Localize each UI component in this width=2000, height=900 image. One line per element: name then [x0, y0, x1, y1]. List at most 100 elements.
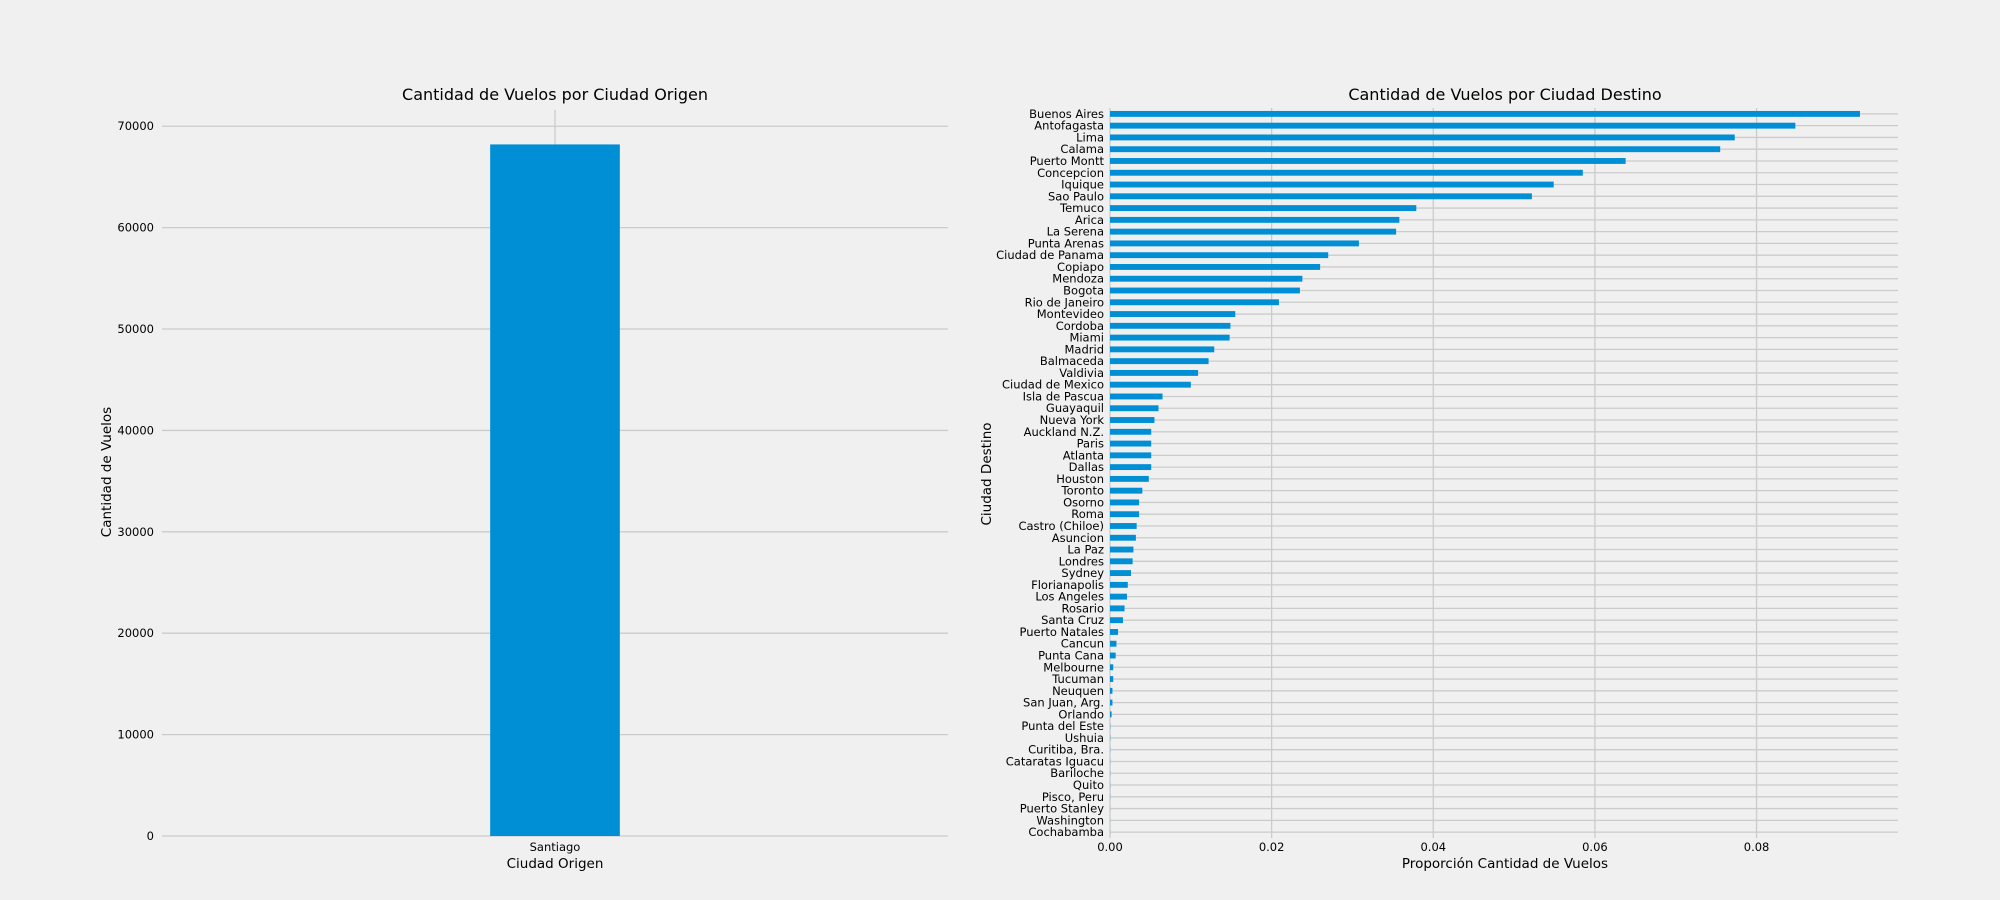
destination-x-tick-label: 0.04 — [1420, 840, 1446, 854]
destination-bar-montevideo — [1110, 311, 1236, 317]
destination-y-tick-label: Rio de Janeiro — [1025, 295, 1104, 309]
destination-y-tick-label: Valdivia — [1059, 366, 1104, 380]
destination-bar-florianapolis — [1110, 581, 1128, 588]
destination-y-tick-label: Ushuia — [1065, 731, 1104, 745]
destination-y-tick-label: Iquique — [1061, 178, 1104, 192]
destination-y-tick-label: Buenos Aires — [1029, 107, 1104, 121]
destination-x-tick-label: 0.06 — [1582, 840, 1608, 854]
destination-bar-punta-arenas — [1110, 240, 1359, 247]
destination-bar-sydney — [1110, 570, 1132, 577]
destination-bar-houston — [1110, 475, 1149, 482]
destination-bar-melbourne — [1110, 664, 1114, 671]
destination-y-tick-label: Sydney — [1061, 566, 1104, 580]
destination-y-tick-label: Balmaceda — [1040, 354, 1104, 368]
destination-y-tick-label: Guayaquil — [1046, 401, 1104, 415]
destination-bar-londres — [1110, 558, 1133, 565]
destination-chart-y-tick-labels: Buenos AiresAntofagastaLimaCalamaPuerto … — [996, 107, 1104, 839]
destination-y-tick-label: Toronto — [1061, 484, 1104, 498]
destination-chart-title: Cantidad de Vuelos por Ciudad Destino — [1348, 85, 1661, 104]
destination-bar-atlanta — [1110, 452, 1152, 459]
destination-y-tick-label: Montevideo — [1037, 307, 1104, 321]
destination-chart-x-axis-label: Proporción Cantidad de Vuelos — [1402, 856, 1608, 872]
destination-bar-cordoba — [1110, 322, 1231, 329]
destination-bar-valdivia — [1110, 369, 1199, 376]
destination-y-tick-label: Auckland N.Z. — [1024, 425, 1104, 439]
origin-y-tick-label: 60000 — [117, 221, 154, 235]
destination-bar-calama — [1110, 146, 1721, 153]
destination-bar-antofagasta — [1110, 122, 1796, 129]
destination-y-tick-label: Arica — [1075, 213, 1104, 227]
destination-bar-paris — [1110, 440, 1152, 447]
destination-y-tick-label: Puerto Stanley — [1020, 802, 1104, 816]
destination-chart: Buenos AiresAntofagastaLimaCalamaPuerto … — [979, 85, 1898, 872]
destination-bar-copiapo — [1110, 264, 1321, 270]
destination-bar-auckland-n-z- — [1110, 428, 1152, 435]
destination-x-tick-label: 0.00 — [1097, 840, 1123, 854]
destination-chart-y-axis-label: Ciudad Destino — [979, 422, 995, 525]
destination-bar-la-paz — [1110, 546, 1134, 553]
destination-y-tick-label: Bariloche — [1050, 766, 1104, 780]
destination-bar-rosario — [1110, 605, 1125, 612]
destination-bar-nueva-york — [1110, 417, 1155, 423]
destination-y-tick-label: Neuquen — [1052, 684, 1104, 698]
destination-y-tick-label: Londres — [1059, 554, 1104, 568]
destination-bar-toronto — [1110, 487, 1143, 494]
destination-x-tick-label: 0.02 — [1259, 840, 1285, 854]
destination-y-tick-label: Pisco, Peru — [1042, 790, 1104, 804]
destination-y-tick-label: San Juan, Arg. — [1023, 696, 1104, 710]
destination-bar-san-juan-arg- — [1110, 699, 1113, 706]
destination-y-tick-label: Houston — [1056, 472, 1104, 486]
destination-bar-bogota — [1110, 287, 1300, 294]
origin-chart-y-tick-labels: 0 10000 20000 30000 40000 50000 60000 70000 — [117, 119, 154, 843]
destination-bar-miami — [1110, 334, 1230, 341]
destination-bar-concepcion — [1110, 169, 1583, 176]
origin-y-tick-label: 0 — [147, 829, 154, 843]
destination-bar-puerto-natales — [1110, 629, 1119, 635]
destination-y-tick-label: Cordoba — [1056, 319, 1104, 333]
destination-y-tick-label: Calama — [1060, 142, 1104, 156]
origin-chart-x-tick-labels: Santiago — [530, 840, 581, 854]
destination-y-tick-label: La Serena — [1047, 225, 1104, 239]
destination-y-tick-label: Sao Paulo — [1048, 189, 1104, 203]
destination-y-tick-label: Roma — [1071, 507, 1104, 521]
destination-y-tick-label: Dallas — [1069, 460, 1104, 474]
destination-y-tick-label: Florianapolis — [1031, 578, 1104, 592]
destination-y-tick-label: Osorno — [1063, 495, 1104, 509]
destination-y-tick-label: Bogota — [1063, 284, 1104, 298]
origin-chart-title: Cantidad de Vuelos por Ciudad Origen — [402, 85, 708, 104]
destination-bar-mendoza — [1110, 275, 1303, 282]
destination-y-tick-label: Ciudad de Mexico — [1002, 378, 1104, 392]
destination-bar-osorno — [1110, 499, 1140, 506]
destination-y-tick-label: Concepcion — [1037, 166, 1104, 180]
destination-bar-arica — [1110, 216, 1400, 223]
origin-x-tick-label: Santiago — [530, 840, 581, 854]
origin-chart-x-axis-label: Ciudad Origen — [507, 856, 604, 872]
destination-y-tick-label: Cochabamba — [1028, 825, 1104, 839]
destination-bar-puerto-montt — [1110, 158, 1626, 164]
destination-y-tick-label: Cancun — [1061, 637, 1104, 651]
destination-bar-la-serena — [1110, 228, 1397, 235]
destination-y-tick-label: Mendoza — [1052, 272, 1104, 286]
destination-bar-isla-de-pascua — [1110, 393, 1163, 400]
origin-y-tick-label: 30000 — [117, 525, 154, 539]
destination-y-tick-label: Santa Cruz — [1041, 613, 1104, 627]
destination-y-tick-label: Lima — [1076, 130, 1104, 144]
destination-bar-buenos-aires — [1110, 110, 1861, 117]
destination-bar-madrid — [1110, 346, 1215, 353]
origin-y-tick-label: 50000 — [117, 322, 154, 336]
destination-y-tick-label: Copiapo — [1057, 260, 1104, 274]
origin-y-tick-label: 20000 — [117, 626, 154, 640]
destination-y-tick-label: Isla de Pascua — [1023, 389, 1104, 403]
destination-y-tick-label: Punta Cana — [1038, 649, 1104, 663]
destination-chart-bars — [1110, 110, 1861, 836]
destination-y-tick-label: Temuco — [1059, 201, 1104, 215]
destination-x-tick-label: 0.08 — [1744, 840, 1770, 854]
destination-bar-asuncion — [1110, 534, 1136, 541]
destination-bar-orlando — [1110, 711, 1112, 718]
destination-bar-dallas — [1110, 464, 1152, 471]
destination-bar-roma — [1110, 511, 1140, 518]
origin-bar-santiago — [490, 144, 620, 837]
destination-bar-rio-de-janeiro — [1110, 299, 1279, 306]
destination-y-tick-label: Cataratas Iguacu — [1006, 754, 1104, 768]
